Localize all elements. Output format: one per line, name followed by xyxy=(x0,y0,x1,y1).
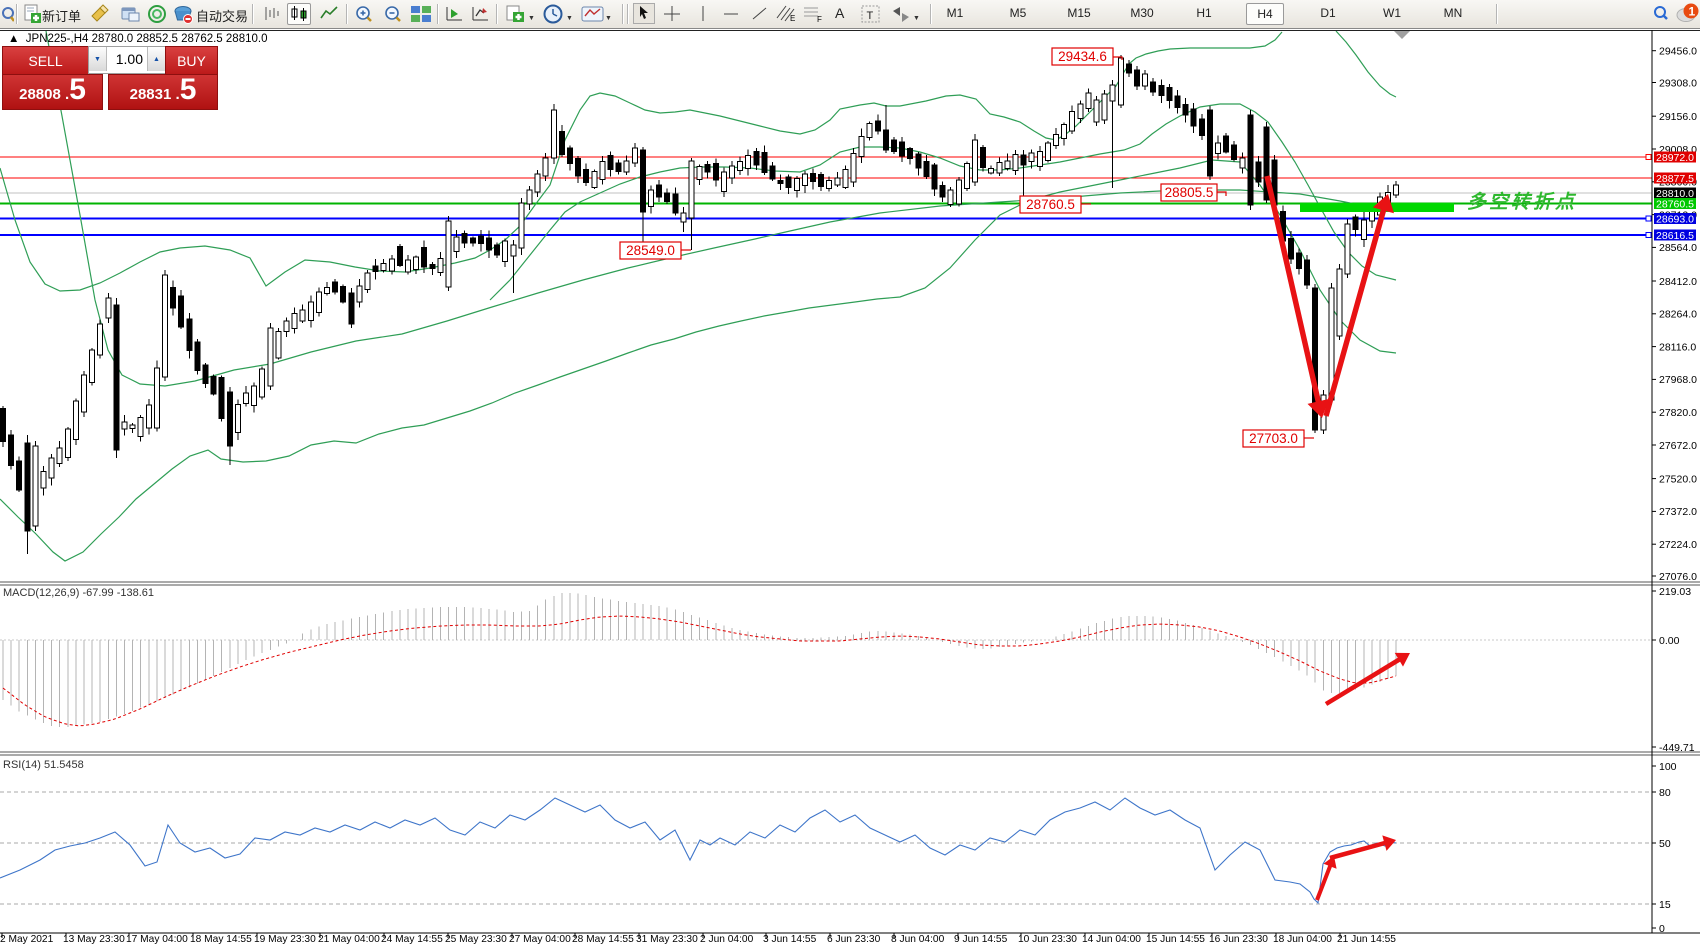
svg-text:29156.0: 29156.0 xyxy=(1659,111,1697,123)
svg-text:28 May 14:55: 28 May 14:55 xyxy=(572,934,634,945)
svg-text:2 Jun 04:00: 2 Jun 04:00 xyxy=(700,934,754,945)
svg-text:28810.0: 28810.0 xyxy=(1656,188,1694,200)
svg-text:2 May 2021: 2 May 2021 xyxy=(0,934,54,945)
svg-text:21 Jun 14:55: 21 Jun 14:55 xyxy=(1337,934,1396,945)
svg-text:27520.0: 27520.0 xyxy=(1659,473,1697,485)
svg-text:21 May 04:00: 21 May 04:00 xyxy=(318,934,380,945)
svg-text:15 Jun 14:55: 15 Jun 14:55 xyxy=(1146,934,1205,945)
svg-text:27820.0: 27820.0 xyxy=(1659,407,1697,419)
svg-text:18 Jun 04:00: 18 Jun 04:00 xyxy=(1273,934,1332,945)
svg-text:50: 50 xyxy=(1659,838,1671,850)
svg-text:17 May 04:00: 17 May 04:00 xyxy=(126,934,188,945)
svg-text:27076.0: 27076.0 xyxy=(1659,571,1697,583)
svg-text:6 Jun 23:30: 6 Jun 23:30 xyxy=(827,934,881,945)
svg-text:13 May 23:30: 13 May 23:30 xyxy=(63,934,125,945)
svg-text:31 May 23:30: 31 May 23:30 xyxy=(636,934,698,945)
svg-text:0: 0 xyxy=(1659,923,1665,935)
svg-text:F: F xyxy=(817,15,822,24)
svg-text:T: T xyxy=(867,10,874,22)
svg-text:8 Jun 04:00: 8 Jun 04:00 xyxy=(891,934,945,945)
svg-text:28549.0: 28549.0 xyxy=(626,243,675,258)
svg-text:RSI(14) 51.5458: RSI(14) 51.5458 xyxy=(3,759,84,771)
svg-text:多空转折点: 多空转折点 xyxy=(1467,191,1577,213)
svg-text:27968.0: 27968.0 xyxy=(1659,374,1697,386)
svg-text:27372.0: 27372.0 xyxy=(1659,506,1697,518)
svg-text:28616.5: 28616.5 xyxy=(1656,230,1694,242)
svg-text:18 May 14:55: 18 May 14:55 xyxy=(190,934,252,945)
svg-text:27 May 04:00: 27 May 04:00 xyxy=(509,934,571,945)
svg-text:28760.5: 28760.5 xyxy=(1656,198,1694,210)
svg-text:▲ JPN225-,H4 28780.0 28852.5: ▲ JPN225-,H4 28780.0 28852.5 28762.5 288… xyxy=(8,33,267,45)
svg-text:MACD(12,26,9) -67.99 -138.61: MACD(12,26,9) -67.99 -138.61 xyxy=(3,587,154,599)
svg-text:24 May 14:55: 24 May 14:55 xyxy=(381,934,443,945)
svg-text:19 May 23:30: 19 May 23:30 xyxy=(254,934,316,945)
svg-text:0.00: 0.00 xyxy=(1659,635,1680,647)
svg-text:28116.0: 28116.0 xyxy=(1659,341,1696,353)
svg-text:80: 80 xyxy=(1659,787,1671,799)
svg-text:E: E xyxy=(790,14,795,23)
svg-text:28972.0: 28972.0 xyxy=(1656,152,1694,164)
svg-text:1: 1 xyxy=(1689,5,1696,19)
svg-text:27672.0: 27672.0 xyxy=(1659,440,1697,452)
svg-text:29456.0: 29456.0 xyxy=(1659,46,1697,58)
svg-text:25 May 23:30: 25 May 23:30 xyxy=(445,934,507,945)
svg-text:28760.5: 28760.5 xyxy=(1026,197,1075,212)
svg-text:10 Jun 23:30: 10 Jun 23:30 xyxy=(1018,934,1077,945)
svg-text:27703.0: 27703.0 xyxy=(1249,431,1298,446)
svg-text:29434.6: 29434.6 xyxy=(1058,49,1107,64)
svg-text:29308.0: 29308.0 xyxy=(1659,77,1697,89)
svg-text:28877.5: 28877.5 xyxy=(1656,173,1694,185)
svg-text:28564.0: 28564.0 xyxy=(1659,242,1697,254)
svg-text:219.03: 219.03 xyxy=(1659,586,1691,598)
svg-text:14 Jun 04:00: 14 Jun 04:00 xyxy=(1082,934,1141,945)
svg-text:-449.71: -449.71 xyxy=(1659,742,1695,754)
svg-text:27224.0: 27224.0 xyxy=(1659,539,1697,551)
svg-text:28264.0: 28264.0 xyxy=(1659,309,1697,321)
svg-text:28693.0: 28693.0 xyxy=(1656,213,1694,225)
svg-text:3 Jun 14:55: 3 Jun 14:55 xyxy=(763,934,817,945)
svg-text:16 Jun 23:30: 16 Jun 23:30 xyxy=(1209,934,1268,945)
svg-text:9 Jun 14:55: 9 Jun 14:55 xyxy=(954,934,1008,945)
svg-text:28412.0: 28412.0 xyxy=(1659,276,1697,288)
svg-text:100: 100 xyxy=(1659,761,1677,773)
svg-text:15: 15 xyxy=(1659,899,1671,911)
svg-text:28805.5: 28805.5 xyxy=(1165,185,1214,200)
